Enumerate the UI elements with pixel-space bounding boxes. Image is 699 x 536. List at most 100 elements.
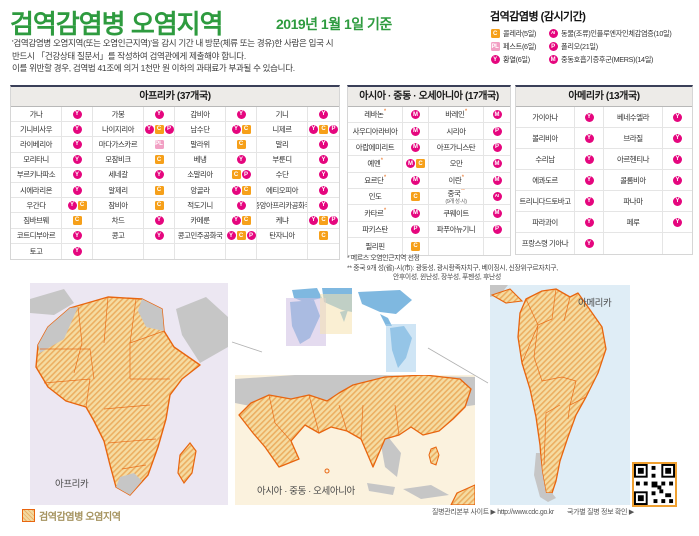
country-badges: [144, 243, 175, 259]
badge-c: C: [154, 155, 164, 165]
badge-y: Y: [231, 215, 241, 225]
legend-item-ai: AI 동물(조류)인플루엔자인체감염증(10일): [548, 27, 696, 40]
badge-p: P: [492, 126, 502, 136]
country-badges: [308, 244, 339, 259]
country-badges: Y: [144, 167, 175, 182]
country-name: [175, 243, 226, 259]
map-legend: 검역감염병 오염지역: [22, 508, 121, 523]
country-badges: Y: [308, 137, 339, 151]
badge-m: M: [411, 142, 420, 152]
map-legend-label: 검역감염병 오염지역: [39, 512, 121, 523]
country-badges: Y: [62, 137, 93, 152]
asia-table-title: 아시아 · 중동 · 오세아니아 (17개국): [348, 87, 510, 107]
country-name: 탄자니아: [257, 228, 308, 243]
table-row: 우간다YC잠비아C적도기니Y중앙아프리카공화국Y: [11, 198, 339, 214]
world-inset-americas-graphic: [352, 288, 428, 374]
country-badges: C: [62, 213, 93, 228]
world-inset-americas: [352, 288, 428, 374]
badge-y: Y: [226, 231, 236, 241]
table-row: 토고 Y: [11, 243, 339, 259]
badge-c: C: [319, 124, 328, 134]
country-badges: Y: [226, 107, 257, 122]
badge-y: Y: [72, 170, 82, 180]
country-name: 수리남: [516, 149, 575, 169]
table-row: 수리남 Y 아르헨티나 Y: [516, 149, 692, 170]
country-name: 페루: [604, 212, 663, 232]
country-name: 라이베리아: [11, 137, 62, 152]
country-badges: Y: [575, 191, 604, 211]
america-table-title: 아메리카 (13개국): [516, 87, 692, 107]
badge-m: M: [411, 208, 420, 218]
country-badges: M: [403, 139, 429, 156]
country-name: 마다가스카르: [93, 137, 144, 152]
country-badges: M: [484, 107, 510, 122]
badge-c: C: [154, 124, 164, 134]
africa-map-graphic: [30, 283, 228, 505]
country-badges: M: [484, 205, 510, 220]
legend-item-label: 중동호흡기증후군(MERS)(14일): [561, 54, 654, 64]
disease-legend: C 콜레라(5일) AI 동물(조류)인플루엔자인체감염증(10일) PL 페스트(6일)…: [490, 27, 696, 66]
country-name: [604, 233, 663, 254]
country-badges: Y: [144, 213, 175, 228]
country-name: 중앙아프리카공화국: [257, 198, 308, 213]
footnotes: * 메르스 오염인근지역 선정 ** 중국 9개 성(省)·시(市): 광둥성, …: [347, 254, 699, 283]
badge-c: C: [77, 200, 87, 210]
country-badges: Y: [663, 191, 692, 211]
badge-c: C: [241, 124, 251, 134]
country-name: 알제리: [93, 182, 144, 198]
country-name: 콜롬비아: [604, 170, 663, 190]
legend-item-c: C 콜레라(5일): [490, 27, 546, 40]
country-name: [429, 238, 484, 255]
badge-y: Y: [72, 155, 82, 165]
cdc-site-link[interactable]: 질병관리본부 사이트 ▶ http://www.cdc.go.kr: [432, 509, 554, 516]
country-badges: Y: [308, 168, 339, 182]
table-row: 레바논 * M 바레인 * M: [348, 107, 510, 124]
badge-y: Y: [673, 133, 682, 143]
country-name: 모리타니: [11, 152, 62, 167]
badge-y: Y: [309, 215, 318, 225]
badge-ai: AI: [548, 29, 558, 38]
country-name: 기니비사우: [11, 122, 62, 137]
country-badges: Y: [575, 170, 604, 190]
country-name: 필리핀: [348, 238, 403, 255]
legend-item-m: M 중동호흡기증후군(MERS)(14일): [548, 53, 696, 66]
asia-map: 아시아 · 중동 · 오세아니아: [235, 374, 476, 506]
badge-p: P: [329, 124, 338, 134]
qr-code: [632, 462, 677, 507]
country-name: 콩고: [93, 228, 144, 243]
table-row: 에콰도르 Y 콜롬비아 Y: [516, 170, 692, 191]
notice-line-1: '검역감염병 오염지역(또는 오염인근지역)'을 감시 기간 내 방문(체류 또…: [12, 38, 334, 48]
table-row: 인도 C 중국 ** (9개 성·시) AI: [348, 188, 510, 206]
badge-c: C: [154, 185, 164, 195]
country-name: 바레인 *: [429, 107, 484, 123]
country-badges: Y: [144, 107, 175, 122]
footnote-line: ** 중국 9개 성(省)·시(市): 광둥성, 광시좡족자치구, 베이징시, …: [347, 264, 558, 272]
badge-y: Y: [72, 109, 82, 119]
country-badges: M: [484, 156, 510, 171]
badge-y: Y: [584, 133, 594, 143]
table-row: 프랑스령 기아나 Y: [516, 233, 692, 254]
country-badges: M: [403, 205, 429, 221]
country-badges: Y: [663, 170, 692, 190]
asia-table: 아시아 · 중동 · 오세아니아 (17개국) 레바논 * M 바레인 * M 사우디아라비…: [347, 85, 511, 256]
africa-map-label: 아프리카: [55, 479, 89, 490]
badge-y: Y: [154, 170, 164, 180]
country-name: 차드: [93, 213, 144, 228]
america-table: 아메리카 (13개국) 가이아나 Y 베네수엘라 Y 볼리비아 Y 브라질 Y 수리남 Y 아르헨티…: [515, 85, 693, 255]
badge-y: Y: [144, 124, 154, 134]
country-badges: Y: [308, 107, 339, 121]
qr-code-graphic: [634, 464, 675, 505]
country-badges: C: [226, 137, 257, 152]
country-name: 가나: [11, 107, 62, 122]
country-name: 부룬디: [257, 152, 308, 167]
country-name: 앙골라: [175, 182, 226, 198]
badge-y: Y: [72, 124, 82, 134]
badge-c: C: [416, 159, 425, 169]
country-badges: C: [308, 229, 339, 243]
country-name: 파키스탄: [348, 221, 403, 238]
notice-line-2: 반드시 「건강상태 질문서」를 작성하여 검역관에게 제출해야 합니다.: [12, 50, 246, 61]
america-map-graphic: [490, 285, 630, 505]
badge-y: Y: [236, 155, 246, 165]
